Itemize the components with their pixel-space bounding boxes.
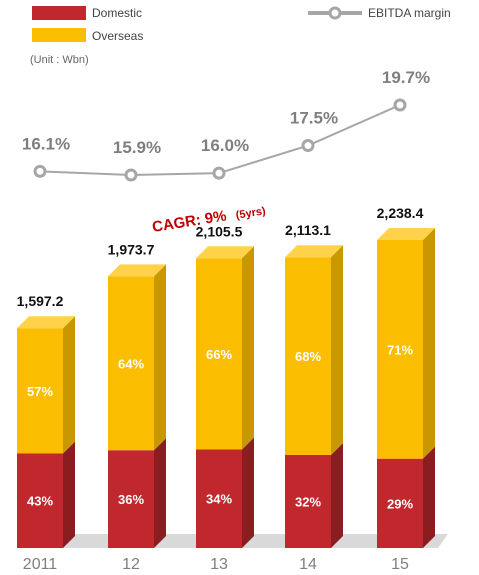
label-overseas-14: 68% [295,349,321,364]
bar-overseas-2011 [17,328,63,454]
ebitda-margin-series: 16.1% 15.9% 16.0% 17.5% 19.7% [22,68,430,182]
bar-domestic-15 [377,458,423,548]
x-tick-14: 14 [299,556,317,573]
bar-overseas-14 [285,257,331,455]
revenue-bars: 43% 57% 1,597.2 2011 36% 64% 1,973.7 12 34% 66% 2,… [17,205,435,573]
legend-ebitda-marker [328,6,342,20]
ebitda-point-14 [301,139,315,153]
ebitda-point-13 [212,166,226,180]
label-overseas-13: 66% [206,347,232,362]
bar-top-13 [196,246,254,259]
x-tick-2011: 2011 [23,556,58,573]
bar-top-2011 [17,316,75,329]
label-total-12: 1,973.7 [108,241,155,257]
legend-domestic-swatch [32,6,86,20]
legend-ebitda-label: EBITDA margin [368,6,451,20]
bar-domestic-14 [285,454,331,548]
ebitda-label-15: 19.7% [382,68,430,87]
bar-overseas-side-2011 [63,316,75,454]
bar-overseas-side-12 [154,264,166,451]
bar-domestic-side-15 [423,446,435,548]
bar-top-15 [377,228,435,240]
bar-top-12 [108,264,166,277]
label-total-2011: 1,597.2 [17,293,64,309]
label-overseas-15: 71% [387,342,413,357]
bar-overseas-side-15 [423,228,435,459]
label-total-13: 2,105.5 [196,223,243,239]
ebitda-label-12: 15.9% [113,138,161,157]
bar-domestic-13 [196,449,242,548]
ebitda-label-14: 17.5% [290,109,338,128]
bar-top-14 [285,245,343,258]
bar-overseas-13 [196,258,242,450]
bar-domestic-2011 [17,453,63,548]
ebitda-label-13: 16.0% [201,136,249,155]
label-overseas-12: 64% [118,356,144,371]
label-domestic-2011: 43% [27,494,53,509]
bar-overseas-side-13 [242,246,254,450]
bar-group-13: 34% 66% 2,105.5 13 [196,223,254,573]
legend-domestic-label: Domestic [92,6,142,20]
bar-domestic-12 [108,450,154,548]
ebitda-label-2011: 16.1% [22,134,70,153]
bar-domestic-side-12 [154,438,166,548]
bar-overseas-12 [108,276,154,451]
label-domestic-15: 29% [387,496,413,511]
ebitda-point-12 [124,168,138,182]
bar-group-15: 29% 71% 2,238.4 15 [377,205,435,573]
label-domestic-12: 36% [118,492,144,507]
x-tick-12: 12 [122,556,140,573]
bar-group-2011: 43% 57% 1,597.2 2011 [17,293,75,573]
bar-domestic-side-14 [331,442,343,548]
label-domestic-14: 32% [295,494,321,509]
bar-domestic-side-2011 [63,441,75,548]
bar-domestic-side-13 [242,437,254,548]
ebitda-point-15 [393,98,407,112]
legend-overseas-label: Overseas [92,29,143,43]
label-total-14: 2,113.1 [285,222,331,238]
legend: Domestic Overseas EBITDA margin (Unit : … [30,6,451,66]
unit-label: (Unit : Wbn) [30,54,89,66]
ebitda-point-2011 [33,164,47,178]
bar-group-12: 36% 64% 1,973.7 12 [108,241,166,573]
bar-group-14: 32% 68% 2,113.1 14 [285,222,343,573]
label-total-15: 2,238.4 [377,205,424,221]
x-tick-15: 15 [391,556,409,573]
label-domestic-13: 34% [206,492,232,507]
bar-overseas-15 [377,240,423,459]
x-tick-13: 13 [210,556,228,573]
label-overseas-2011: 57% [27,384,53,399]
legend-overseas-swatch [32,28,86,42]
cagr-sub: (5yrs) [235,205,267,222]
bar-overseas-side-14 [331,245,343,455]
